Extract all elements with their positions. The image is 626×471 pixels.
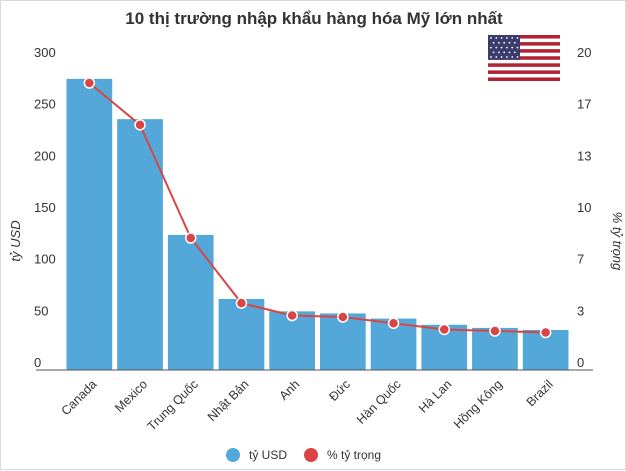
bar: [320, 313, 366, 370]
line-point: [539, 326, 552, 339]
x-tick-label: Hồng Kông: [451, 377, 505, 431]
us-flag-icon: [488, 35, 560, 81]
y2-tick-label: 7: [577, 252, 584, 267]
y2-tick-label: 20: [577, 45, 591, 60]
line-point: [235, 297, 248, 309]
legend-swatch-line[interactable]: [304, 448, 318, 462]
bar: [218, 298, 265, 370]
line-point: [387, 317, 400, 329]
line-point: [438, 323, 450, 336]
bar: [66, 78, 113, 370]
y2-tick-label: 10: [577, 200, 591, 215]
y2-tick-label: 0: [577, 355, 584, 370]
line-point: [286, 309, 298, 322]
y-tick-label: 200: [34, 148, 56, 163]
line-point: [83, 77, 96, 89]
x-tick-label: Nhật Bản: [205, 377, 252, 424]
line-point: [489, 325, 501, 337]
line-point: [337, 311, 349, 323]
legend-label-bars[interactable]: tỷ USD: [249, 448, 287, 462]
x-tick-label: Trung Quốc: [145, 377, 201, 433]
y-tick-label: 100: [34, 252, 56, 267]
y-tick-label: 250: [34, 97, 56, 112]
series-line: [88, 82, 546, 334]
y2-axis-title: % tỷ trọng: [610, 212, 625, 271]
x-tick-label: Mexico: [112, 377, 150, 415]
legend: tỷ USD % tỷ trọng: [226, 448, 381, 462]
y2-tick-label: 17: [577, 97, 591, 112]
y-tick-label: 0: [34, 355, 41, 370]
x-tick-label: Canada: [59, 377, 100, 418]
legend-swatch-bars[interactable]: [226, 448, 240, 462]
x-tick-label: Hà Lan: [416, 377, 454, 415]
x-tick-label: Anh: [277, 377, 303, 403]
x-tick-label: Hàn Quốc: [354, 377, 404, 427]
y-axis-title: tỷ USD: [8, 220, 23, 261]
x-tick-label: Brazil: [524, 377, 556, 409]
y-tick-label: 150: [34, 200, 56, 215]
legend-label-line[interactable]: % tỷ trọng: [327, 448, 381, 462]
y2-tick-label: 3: [577, 303, 584, 318]
y2-tick-label: 13: [577, 148, 591, 163]
plot-area: 0 50 100 150 200 250 300 0 3 7 10 13 17 20 Canada Mexic…: [34, 45, 593, 433]
line-point: [185, 232, 197, 244]
line-point: [134, 119, 146, 131]
bar: [167, 234, 214, 370]
bar: [117, 119, 163, 371]
y-tick-label: 50: [34, 303, 48, 318]
x-tick-label: Đức: [326, 377, 353, 404]
chart-title: 10 thị trường nhập khẩu hàng hóa Mỹ lớn …: [125, 9, 503, 28]
y-tick-label: 300: [34, 45, 56, 60]
